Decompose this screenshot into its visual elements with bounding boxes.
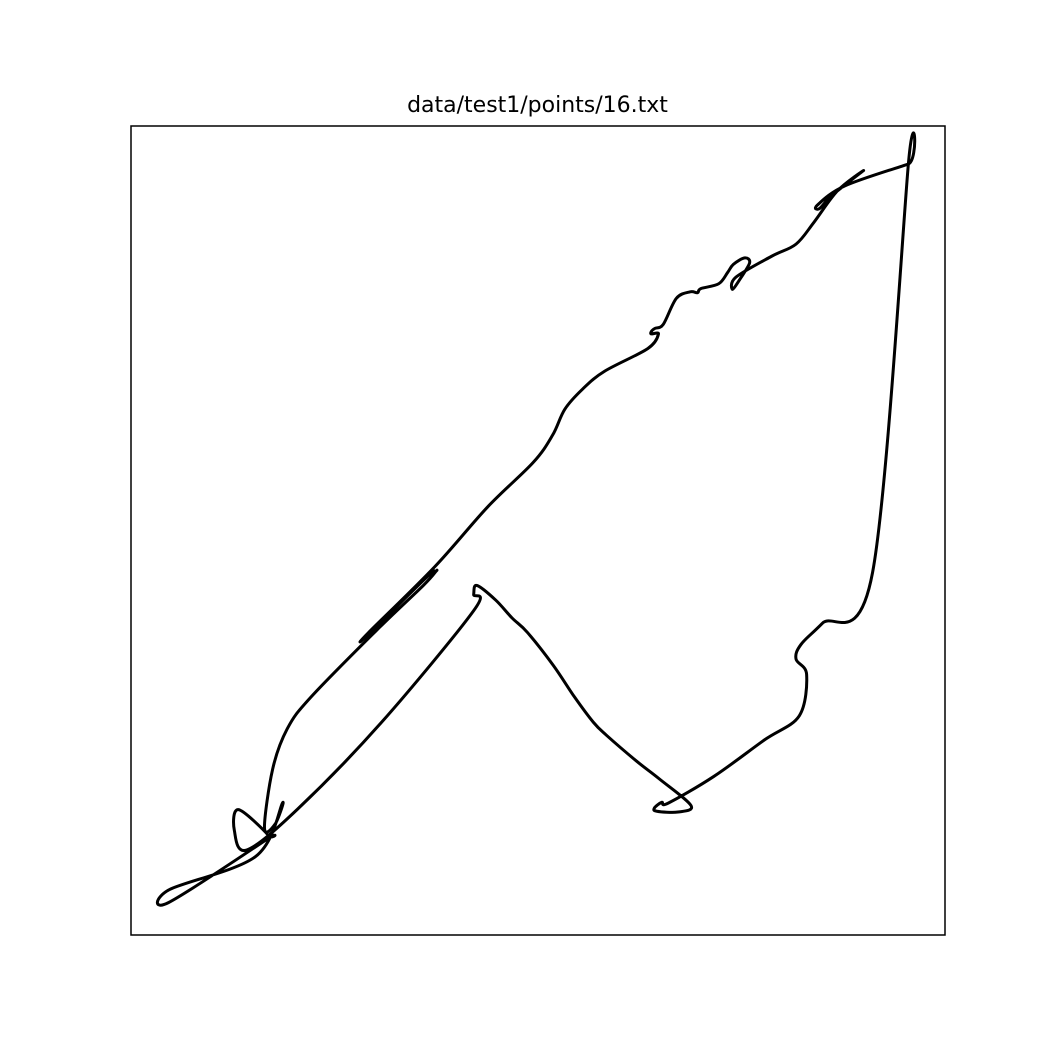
- plot-area: [155, 131, 917, 907]
- series-line-0: [155, 131, 917, 907]
- chart-title: data/test1/points/16.txt: [407, 93, 668, 118]
- axes-frame: [130, 125, 946, 936]
